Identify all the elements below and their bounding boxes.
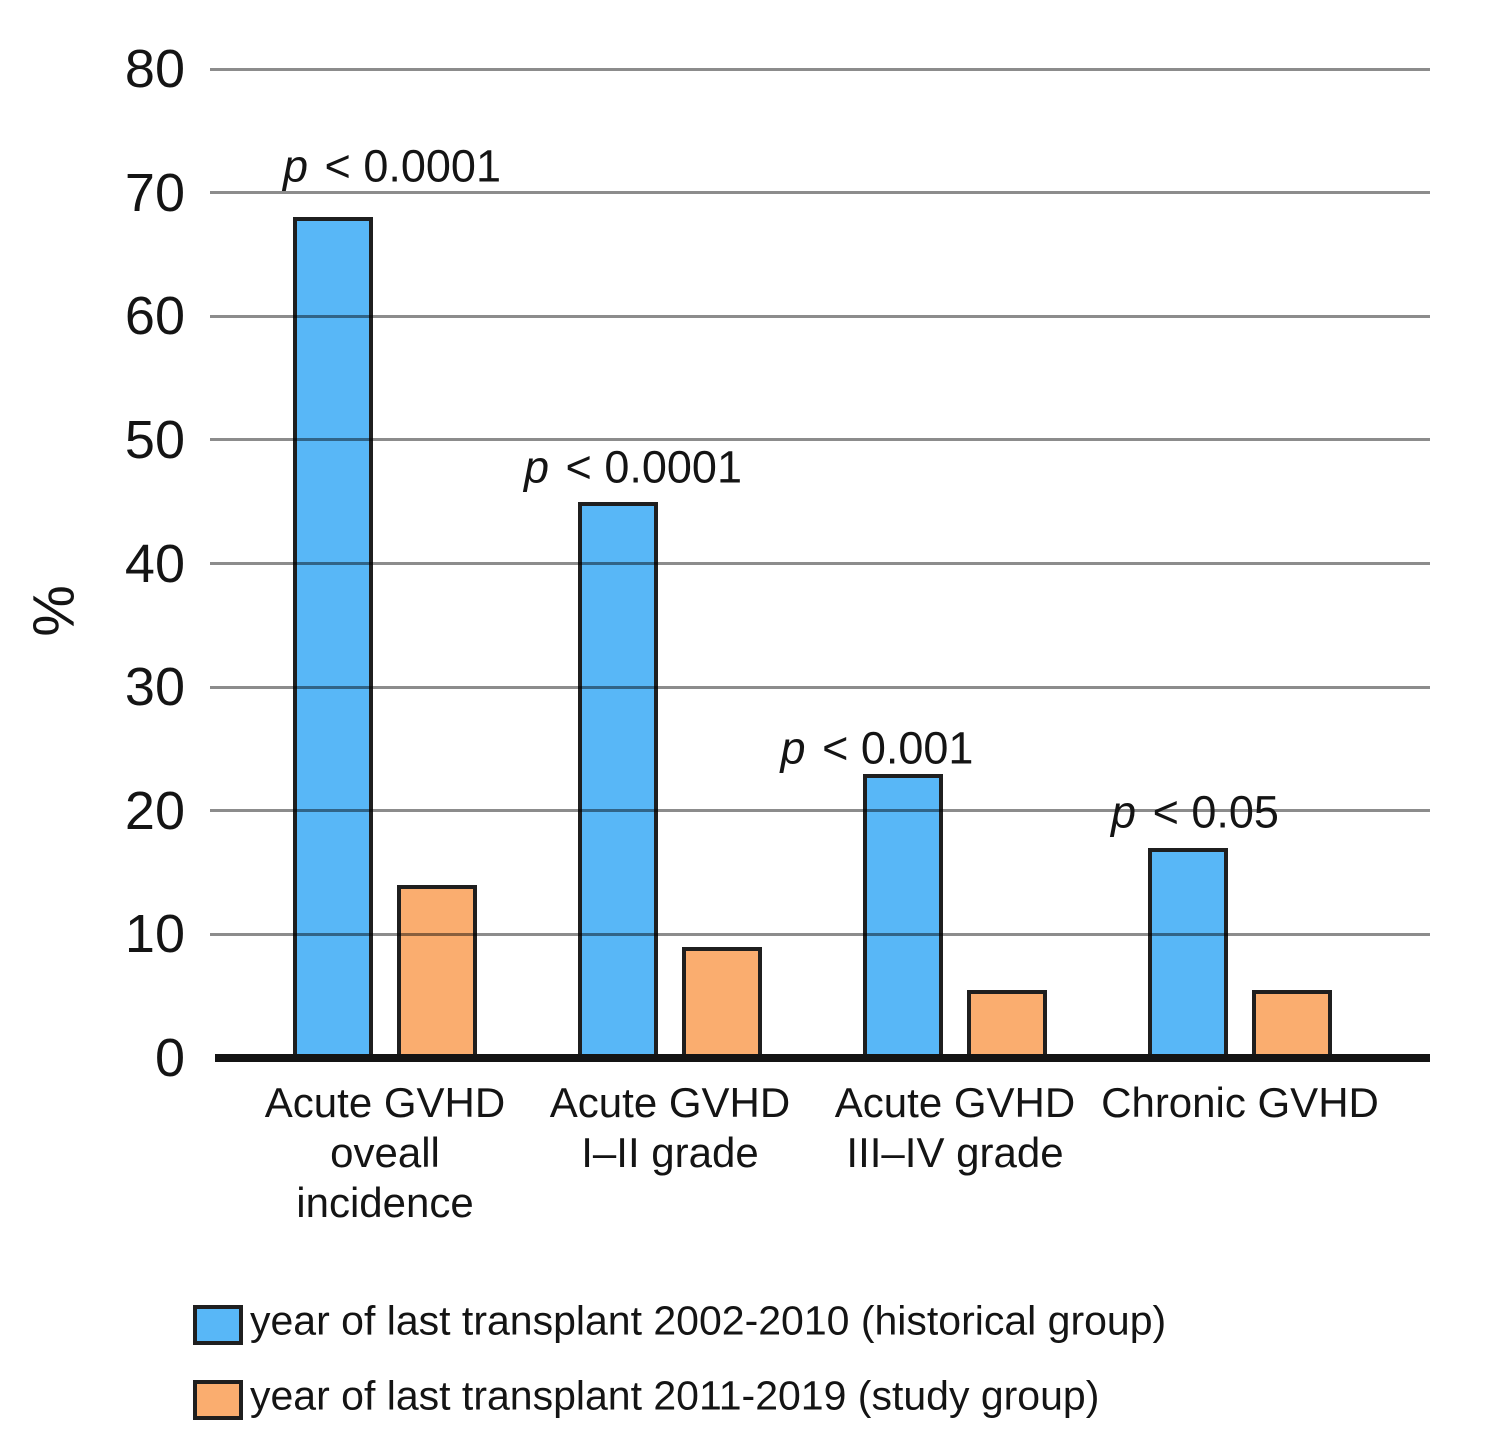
y-tick-label-30: 30 xyxy=(124,657,185,718)
category-label-group1: Acute GVHD oveall incidence xyxy=(215,1078,555,1228)
category-label-group3: Acute GVHD III–IV grade xyxy=(785,1078,1125,1178)
y-tick-label-20: 20 xyxy=(124,780,185,841)
category-label-group4: Chronic GVHD xyxy=(1070,1078,1410,1128)
gridline-30 xyxy=(210,685,1430,689)
category-label-line: I–II grade xyxy=(581,1129,759,1176)
gridline-80 xyxy=(210,67,1430,71)
bar-historical-group1 xyxy=(293,217,373,1062)
gridline-20 xyxy=(210,809,1430,813)
y-tick-label-10: 10 xyxy=(124,904,185,965)
legend-label-study: year of last transplant 2011-2019 (study… xyxy=(250,1372,1100,1419)
p-value-label-group1: p < 0.0001 xyxy=(283,140,501,192)
bar-study-group3 xyxy=(967,990,1047,1062)
y-axis-label: % xyxy=(21,585,87,637)
gridline-50 xyxy=(210,438,1430,442)
legend-label-historical: year of last transplant 2002-2010 (histo… xyxy=(250,1297,1167,1344)
bar-study-group4 xyxy=(1252,990,1332,1062)
category-label-line: Acute GVHD xyxy=(549,1079,791,1126)
y-tick-label-80: 80 xyxy=(124,39,185,99)
bar-historical-group4 xyxy=(1148,847,1228,1062)
category-label-line: incidence xyxy=(296,1179,474,1226)
p-value-label-group3: p < 0.001 xyxy=(780,722,974,774)
category-label-line: Acute GVHD xyxy=(834,1079,1076,1126)
bar-historical-group3 xyxy=(863,773,943,1062)
bar-historical-group2 xyxy=(578,501,658,1062)
category-label-line: oveall xyxy=(330,1129,440,1176)
y-tick-label-40: 40 xyxy=(124,533,185,594)
category-label-line: Acute GVHD xyxy=(264,1079,506,1126)
gridline-60 xyxy=(210,314,1430,318)
gridline-40 xyxy=(210,562,1430,565)
bar-study-group1 xyxy=(397,884,477,1062)
x-axis-line xyxy=(215,1054,1430,1062)
category-label-line: Chronic GVHD xyxy=(1101,1079,1379,1126)
legend-swatch-study xyxy=(193,1380,243,1420)
p-value-label-group2: p < 0.0001 xyxy=(524,441,742,493)
bar-study-group2 xyxy=(682,946,762,1062)
category-label-group2: Acute GVHD I–II grade xyxy=(500,1078,840,1178)
legend-swatch-historical xyxy=(193,1305,243,1345)
y-tick-label-50: 50 xyxy=(124,409,185,470)
y-tick-label-60: 60 xyxy=(124,286,185,347)
p-value-label-group4: p < 0.05 xyxy=(1111,786,1279,838)
y-tick-label-70: 70 xyxy=(124,162,185,223)
gridline-70 xyxy=(210,191,1430,195)
category-label-line: III–IV grade xyxy=(846,1129,1064,1176)
y-tick-label-0: 0 xyxy=(154,1028,185,1088)
gridline-10 xyxy=(210,932,1430,936)
